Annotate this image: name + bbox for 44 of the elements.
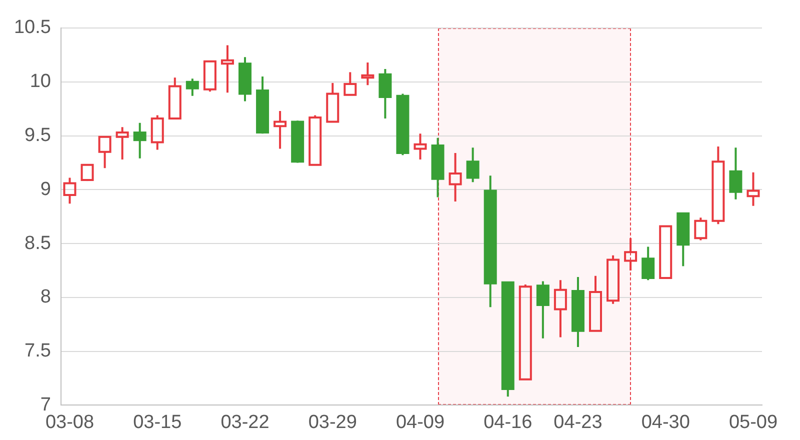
x-tick-label: 04-16 (484, 412, 532, 433)
y-tick-label: 7.5 (24, 340, 51, 362)
candlestick (344, 71, 357, 96)
x-tick-label: 04-09 (396, 412, 445, 433)
y-tick-label: 8.5 (24, 232, 51, 254)
candlestick (150, 114, 164, 151)
y-tick-label: 10.5 (14, 17, 51, 38)
candlestick (712, 146, 725, 226)
candlestick (116, 126, 129, 160)
candlestick (274, 110, 287, 150)
x-tick-label: 05-09 (728, 412, 778, 433)
candlestick (676, 212, 690, 268)
x-tick-label: 04-23 (554, 412, 602, 433)
candlestick (589, 274, 602, 332)
candlestick (536, 280, 550, 340)
candlestick (256, 75, 270, 135)
x-tick-label: 04-30 (641, 412, 690, 433)
candlestick (414, 132, 427, 160)
candlestick (448, 152, 462, 203)
x-tick-label: 03-29 (308, 412, 357, 433)
candlestick (466, 146, 480, 184)
x-tick-label: 03-22 (220, 412, 270, 433)
candlestick (133, 122, 146, 160)
candlestick (746, 171, 760, 207)
y-tick-label: 9.5 (24, 125, 51, 146)
candlestick (378, 68, 392, 120)
candlestick (729, 146, 742, 200)
candlestick (571, 276, 584, 348)
candlestick (326, 82, 340, 123)
y-tick-label: 10 (30, 71, 51, 92)
y-tick-label: 8 (40, 286, 51, 308)
x-tick-label: 03-15 (133, 412, 182, 433)
candlestick (63, 176, 76, 205)
y-tick-label: 9 (40, 178, 51, 200)
candlestick (220, 44, 234, 94)
candlestick (554, 279, 567, 338)
candlestick (431, 136, 444, 198)
candlestick (484, 174, 497, 308)
candlestick (361, 61, 374, 86)
candlestick (186, 78, 199, 97)
candlestick (98, 136, 112, 170)
candlestick (642, 246, 655, 282)
candlestick (624, 237, 638, 272)
candlestick (238, 56, 252, 102)
